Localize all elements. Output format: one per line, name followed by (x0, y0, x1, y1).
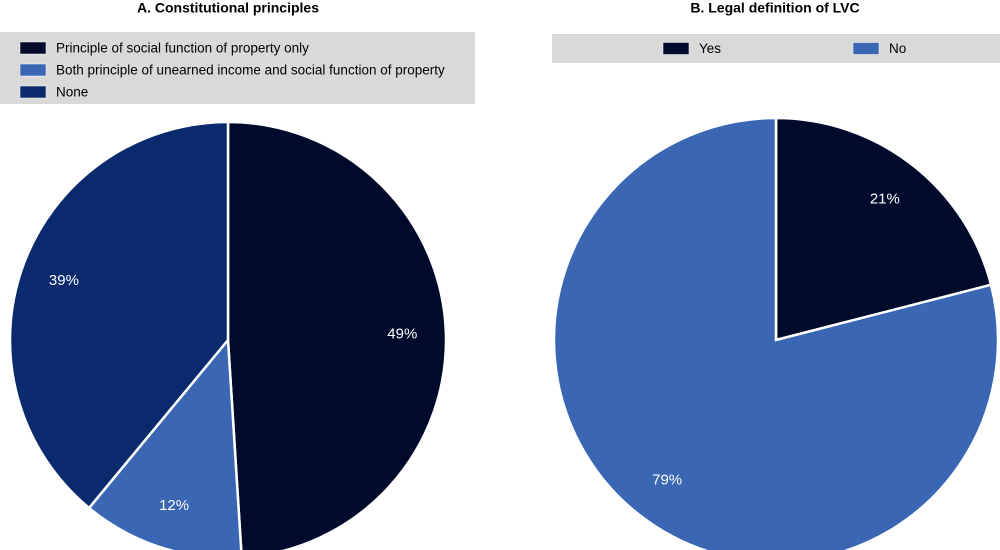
pie-slice (87, 336, 243, 550)
legend-label: Principle of social function of property… (56, 41, 309, 56)
pie-slice (552, 116, 1000, 550)
slice-label: 21% (870, 191, 900, 208)
legend-label: None (56, 85, 88, 100)
pie-slice (774, 116, 993, 342)
slice-label: 39% (49, 272, 79, 289)
legend-label: Yes (699, 41, 721, 56)
legend-swatch (19, 41, 47, 55)
pie-slice (8, 120, 230, 510)
legend-swatch (852, 42, 880, 55)
slice-label: 49% (387, 325, 417, 342)
legend-box (0, 32, 475, 104)
legend-swatch (19, 85, 47, 99)
legend-label: No (889, 41, 906, 56)
legend-swatch (662, 42, 690, 55)
slice-label: 12% (159, 497, 189, 514)
chart-title: B. Legal definition of LVC (690, 0, 859, 16)
legend-box (552, 34, 1000, 63)
chart-title: A. Constitutional principles (137, 0, 319, 16)
pie-slice (226, 120, 448, 550)
legend-swatch (19, 63, 47, 77)
slice-label: 79% (652, 471, 682, 488)
legend-label: Both principle of unearned income and so… (56, 63, 445, 78)
